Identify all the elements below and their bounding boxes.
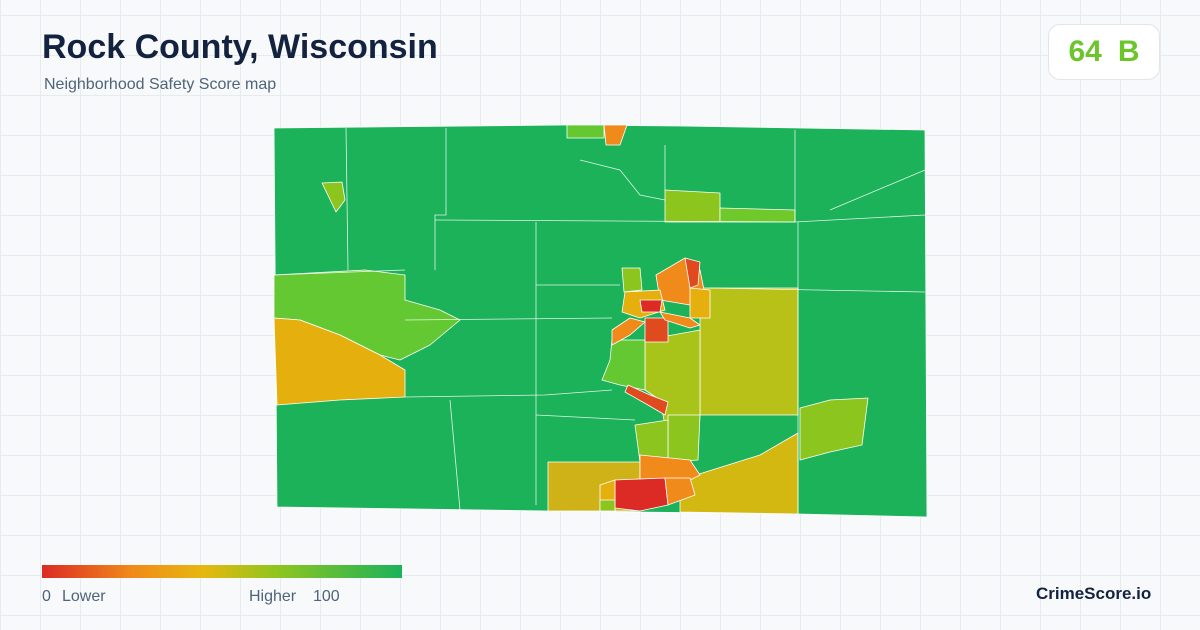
boundary	[345, 127, 349, 271]
legend-min: 0	[42, 588, 51, 605]
tract	[699, 287, 799, 416]
tracts	[273, 124, 928, 518]
legend-max-label: Higher	[249, 588, 297, 605]
tract	[684, 257, 701, 289]
title: Rock County, Wisconsin	[42, 28, 438, 66]
boundary	[434, 128, 447, 270]
legend-min-label: Lower	[62, 588, 106, 605]
tract	[621, 267, 643, 293]
brand: CrimeScore.io	[1036, 584, 1152, 603]
tract	[614, 477, 669, 512]
boundary	[404, 317, 613, 321]
tract	[664, 477, 696, 506]
tract	[603, 124, 628, 146]
tract	[639, 299, 663, 313]
tract	[799, 397, 869, 461]
boundaries	[273, 127, 926, 514]
tract	[624, 384, 669, 416]
boundary	[579, 159, 666, 201]
boundary	[535, 414, 636, 421]
score-grade: B	[1117, 35, 1140, 68]
tract	[659, 311, 701, 329]
score-value: 64	[1068, 35, 1102, 68]
boundary	[829, 169, 926, 211]
tract	[566, 124, 605, 139]
tract	[273, 317, 406, 406]
legend-max: 100	[313, 588, 340, 605]
tract	[667, 414, 701, 463]
tract	[719, 207, 796, 223]
boundary	[273, 269, 406, 276]
tract	[611, 317, 646, 346]
tract	[689, 287, 711, 319]
boundary	[449, 399, 461, 511]
legend-gradient	[42, 565, 402, 578]
subtitle: Neighborhood Safety Score map	[44, 76, 277, 93]
tract	[599, 499, 616, 512]
boundary	[404, 389, 613, 398]
tract	[644, 317, 669, 343]
tract	[664, 189, 721, 223]
tract	[321, 181, 346, 213]
score-badge: 64 B	[1048, 24, 1160, 80]
boundary	[709, 287, 926, 293]
